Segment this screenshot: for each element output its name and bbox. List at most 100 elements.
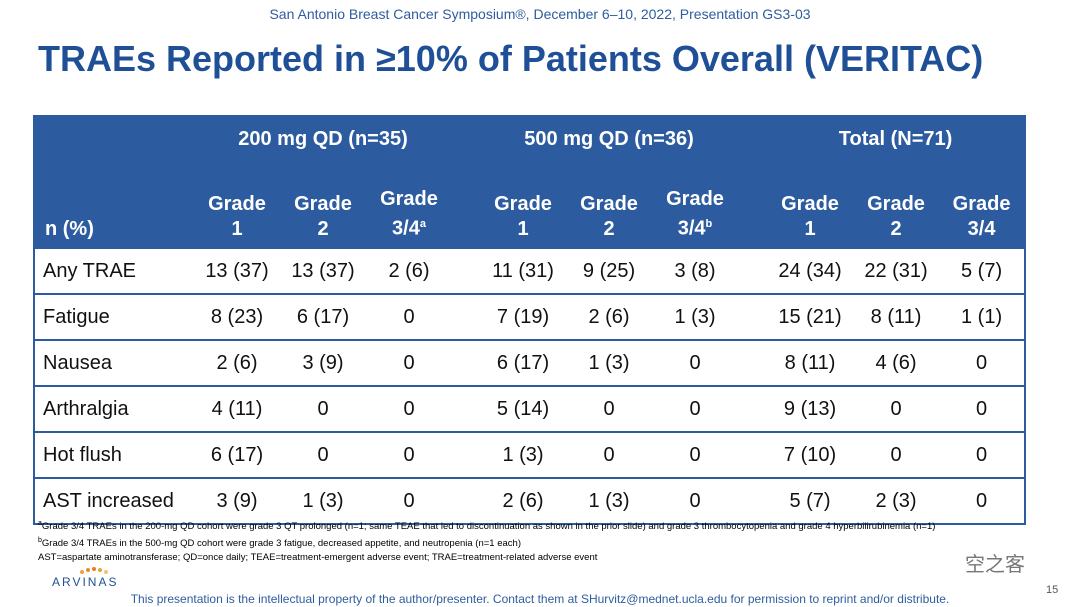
column-header: Grade 3/4 (939, 162, 1026, 248)
table-cell: 2 (6) (566, 293, 653, 340)
table-cell: 1 (3) (480, 431, 567, 478)
column-label-text: Grade 1 (494, 193, 552, 240)
row-label: Fatigue (34, 293, 194, 340)
table-cell: 2 (6) (480, 477, 567, 524)
table-row: AST increased 3 (9) 1 (3) 0 2 (6) 1 (3) 0 5 (7)… (34, 477, 1026, 524)
table-cell: 3 (9) (194, 477, 280, 524)
footnote-text: AST=aspartate aminotransferase; QD=once … (38, 552, 598, 564)
table-row: Fatigue 8 (23) 6 (17) 0 7 (19) 2 (6) 1 (3) 15 (… (34, 293, 1026, 340)
table-cell: 0 (652, 477, 739, 524)
table-cell: 6 (17) (280, 293, 366, 340)
table-row: Nausea 2 (6) 3 (9) 0 6 (17) 1 (3) 0 8 (11) 4 (6)… (34, 339, 1026, 386)
table-cell: 0 (939, 385, 1026, 432)
spacer (452, 339, 481, 386)
slide-title: TRAEs Reported in ≥10% of Patients Overa… (38, 38, 984, 79)
footnote: bGrade 3/4 TRAEs in the 500-mg QD cohort… (38, 534, 935, 551)
column-note: b (705, 218, 713, 231)
table-cell: 0 (366, 385, 453, 432)
row-header: n (%) (34, 162, 194, 248)
spacer (738, 162, 768, 248)
footnote: aGrade 3/4 TRAEs in the 200-mg QD cohort… (38, 517, 935, 534)
logo-dots (80, 567, 108, 574)
notice: This presentation is the intellectual pr… (130, 592, 950, 606)
spacer (738, 247, 768, 294)
table-cell: 0 (652, 431, 739, 478)
table-cell: 5 (14) (480, 385, 567, 432)
row-label: AST increased (34, 477, 194, 524)
table-cell: 5 (7) (767, 477, 854, 524)
table-cell: 22 (31) (853, 247, 940, 294)
column-label: Grade 2 (291, 192, 355, 242)
watermark: 空之客 (965, 554, 1025, 576)
footnotes: aGrade 3/4 TRAEs in the 200-mg QD cohort… (38, 517, 935, 565)
table-cell: 0 (566, 431, 653, 478)
spacer (738, 293, 768, 340)
table-cell: 8 (11) (853, 293, 940, 340)
table-cell: 13 (37) (280, 247, 366, 294)
table-cell: 0 (853, 431, 940, 478)
column-label-text: Grade 2 (867, 193, 925, 240)
column-header: Grade 3/4b (652, 162, 739, 248)
table-cell: 15 (21) (767, 293, 854, 340)
column-header: Grade 3/4a (366, 162, 453, 248)
table-cell: 8 (23) (194, 293, 280, 340)
column-label-text: Grade 1 (208, 193, 266, 240)
spacer (452, 431, 481, 478)
footnote-marker: a (38, 520, 42, 527)
column-label: Grade 1 (778, 192, 842, 242)
row-label: Arthralgia (34, 385, 194, 432)
column-header: Grade 2 (280, 162, 366, 248)
column-header: Grade 1 (480, 162, 567, 248)
spacer (452, 116, 481, 162)
table-cell: 1 (1) (939, 293, 1026, 340)
table-cell: 5 (7) (939, 247, 1026, 294)
table-cell: 0 (366, 477, 453, 524)
table-cell: 2 (3) (853, 477, 940, 524)
table-cell: 3 (9) (280, 339, 366, 386)
table-cell: 9 (25) (566, 247, 653, 294)
table-cell: 6 (17) (194, 431, 280, 478)
conference: San Antonio Breast Cancer Symposium®, De… (269, 6, 811, 22)
table-cell: 2 (6) (366, 247, 453, 294)
table-cell: 3 (8) (652, 247, 739, 294)
column-label-text: Grade 1 (781, 193, 839, 240)
table-cell: 7 (19) (480, 293, 567, 340)
column-label-text: Grade 3/4 (380, 188, 438, 240)
spacer (738, 339, 768, 386)
column-label: Grade 1 (491, 192, 555, 242)
table-cell: 0 (853, 385, 940, 432)
table-cell: 2 (6) (194, 339, 280, 386)
column-label: Grade 3/4 (950, 192, 1014, 242)
logo: ARVINAS (52, 575, 119, 589)
spacer (452, 477, 481, 524)
table-cell: 24 (34) (767, 247, 854, 294)
table-row: Hot flush 6 (17) 0 0 1 (3) 0 0 7 (10) 0 0 (34, 431, 1026, 478)
table-cell: 13 (37) (194, 247, 280, 294)
table-cell: 4 (6) (853, 339, 940, 386)
column-header: Grade 1 (767, 162, 854, 248)
spacer (738, 477, 768, 524)
table-row: Any TRAE 13 (37) 13 (37) 2 (6) 11 (31) 9 (25)… (34, 247, 1026, 294)
table-cell: 1 (3) (566, 339, 653, 386)
column-label: Grade 2 (577, 192, 641, 242)
header-cell (34, 116, 194, 162)
table-cell: 0 (939, 431, 1026, 478)
row-label: Any TRAE (34, 247, 194, 294)
column-label: Grade 3/4a (377, 187, 441, 242)
table-cell: 1 (3) (280, 477, 366, 524)
row-label: Nausea (34, 339, 194, 386)
table-cell: 0 (366, 431, 453, 478)
table-cell: 9 (13) (767, 385, 854, 432)
table-cell: 7 (10) (767, 431, 854, 478)
column-label-text: Grade 3/4 (952, 193, 1011, 240)
page-number: 15 (1046, 584, 1059, 596)
column-header: Grade 2 (566, 162, 653, 248)
footnote-text: Grade 3/4 TRAEs in the 500-mg QD cohort … (41, 538, 521, 550)
spacer (452, 385, 481, 432)
table-cell: 11 (31) (480, 247, 567, 294)
table-row: Arthralgia 4 (11) 0 0 5 (14) 0 0 9 (13) 0 0 (34, 385, 1026, 432)
trae-table: 200 mg QD (n=35) 500 mg QD (n=36) Total (N… (33, 115, 1027, 525)
row-label: Hot flush (34, 431, 194, 478)
column-header: Grade 1 (194, 162, 280, 248)
footnote-text: Grade 3/4 TRAEs in the 200-mg QD cohort … (41, 521, 936, 533)
